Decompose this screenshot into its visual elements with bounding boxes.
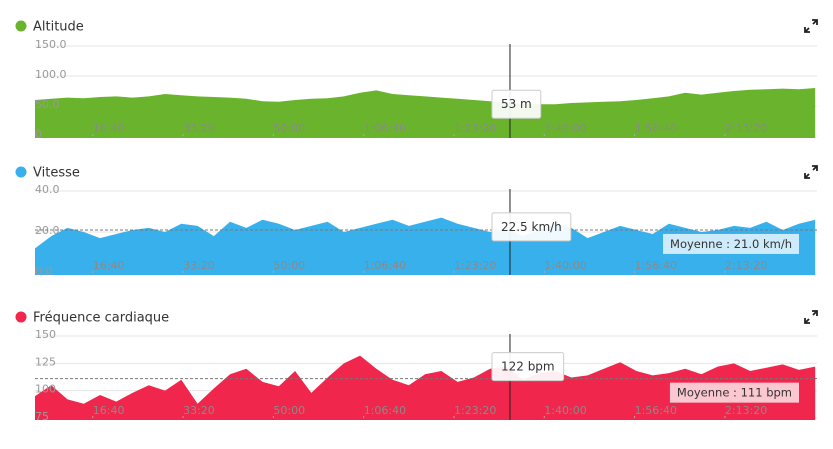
legend-dot <box>15 20 27 32</box>
expand-arrows <box>804 19 818 33</box>
tooltip-box <box>491 352 565 382</box>
x-tick-label: 1:40:00 <box>544 259 586 272</box>
average-label: Moyenne : 21.0 km/h <box>670 237 792 251</box>
x-tick-label: 16:40 <box>93 122 125 135</box>
average-badge: Moyenne : 111 bpm <box>669 382 799 403</box>
x-tick-label: 16:40 <box>93 259 125 272</box>
x-tick-label: 33:20 <box>183 122 215 135</box>
y-tick-label: 0.0 <box>35 265 53 278</box>
x-tick-label: 50:00 <box>273 122 305 135</box>
x-tick-label: 1:23:20 <box>454 404 496 417</box>
x-tick-label: 1:06:40 <box>364 404 406 417</box>
x-tick-label: 1:23:20 <box>454 259 496 272</box>
average-badge: Moyenne : 21.0 km/h <box>663 233 799 254</box>
expand-arrows <box>804 310 818 324</box>
average-label: Moyenne : 111 bpm <box>677 386 792 400</box>
x-tick-label: 50:00 <box>273 259 305 272</box>
tooltip-label: 53 m <box>501 97 532 111</box>
tooltip: 22.5 km/h <box>491 212 572 242</box>
y-tick-label: 0 <box>35 128 42 141</box>
x-tick-label: 2:13:20 <box>725 404 767 417</box>
x-tick-label: 1:23:20 <box>454 122 496 135</box>
legend-dot <box>15 311 27 323</box>
expand-icon[interactable] <box>804 310 818 324</box>
area <box>35 88 816 138</box>
expand-icon[interactable] <box>804 165 818 179</box>
y-tick-label: 100 <box>35 383 56 396</box>
x-tick-label: 1:56:40 <box>635 122 677 135</box>
tooltip-box <box>491 212 572 242</box>
y-tick-label: 20.0 <box>35 224 60 237</box>
x-tick-label: 1:56:40 <box>635 259 677 272</box>
y-tick-label: 125 <box>35 355 56 368</box>
area <box>35 217 816 275</box>
y-tick-label: 50.0 <box>35 98 60 111</box>
area <box>35 355 816 420</box>
y-tick-label: 150 <box>35 328 56 341</box>
x-tick-label: 1:40:00 <box>544 404 586 417</box>
x-tick-label: 1:40:00 <box>544 122 586 135</box>
average-box <box>669 382 799 403</box>
x-tick-label: 16:40 <box>93 404 125 417</box>
y-tick-label: 150.0 <box>35 38 67 51</box>
legend-dot <box>15 166 27 178</box>
x-tick-label: 50:00 <box>273 404 305 417</box>
x-tick-label: 2:13:20 <box>725 122 767 135</box>
x-tick-label: 33:20 <box>183 404 215 417</box>
x-tick-label: 33:20 <box>183 259 215 272</box>
chart-title: Fréquence cardiaque <box>33 311 169 326</box>
tooltip: 53 m <box>491 89 542 119</box>
chart-title: Altitude <box>33 20 84 35</box>
y-tick-label: 75 <box>35 410 49 423</box>
average-box <box>663 233 799 254</box>
x-tick-label: 1:56:40 <box>635 404 677 417</box>
x-tick-label: 1:06:40 <box>364 259 406 272</box>
y-tick-label: 100.0 <box>35 68 67 81</box>
x-tick-label: 2:13:20 <box>725 259 767 272</box>
tooltip-box <box>491 89 542 119</box>
y-tick-label: 40.0 <box>35 183 60 196</box>
expand-icon[interactable] <box>804 19 818 33</box>
expand-arrows <box>804 165 818 179</box>
chart-title: Vitesse <box>33 166 80 181</box>
tooltip-label: 22.5 km/h <box>501 220 562 234</box>
tooltip-label: 122 bpm <box>501 360 555 374</box>
tooltip: 122 bpm <box>491 352 565 382</box>
x-tick-label: 1:06:40 <box>364 122 406 135</box>
